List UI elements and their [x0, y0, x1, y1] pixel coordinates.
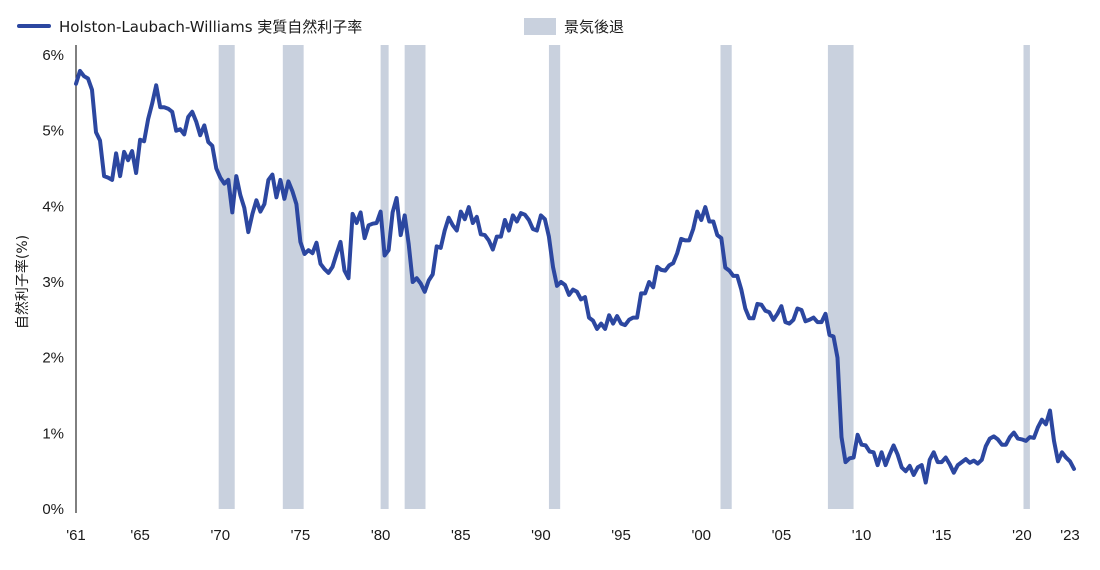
y-tick-label: 4%	[42, 198, 64, 215]
legend-series-swatch	[17, 24, 51, 28]
y-tick-label: 2%	[42, 350, 64, 367]
x-tick-label: '20	[1012, 527, 1032, 544]
y-axis-title: 自然利子率(%)	[14, 235, 31, 329]
x-tick-label: '00	[691, 527, 711, 544]
tick-labels: 0% 1% 2% 3% 4% 5% 6% '61 '65 '70 '75 '80 '85 '90 '95 '0…	[42, 47, 1079, 544]
recession-band	[218, 45, 235, 509]
legend-recession-entry: 景気後退	[524, 14, 624, 38]
legend-series-label: Holston-Laubach-Williams 実質自然利子率	[59, 17, 363, 36]
series-layer	[74, 68, 1076, 485]
x-tick-label: '90	[531, 527, 551, 544]
recession-band	[1023, 45, 1030, 509]
legend-recession-label: 景気後退	[564, 17, 625, 36]
x-tick-label: '95	[611, 527, 631, 544]
series-line	[74, 68, 1076, 485]
x-tick-label: '10	[852, 527, 872, 544]
legend-series-entry: Holston-Laubach-Williams 実質自然利子率	[17, 14, 362, 38]
y-tick-label: 6%	[42, 47, 64, 64]
x-tick-label: '05	[772, 527, 792, 544]
x-tick-label: '65	[130, 527, 150, 544]
x-tick-label: '61	[66, 527, 86, 544]
recession-band	[282, 45, 304, 509]
x-tick-label: '15	[932, 527, 952, 544]
y-tick-label: 3%	[42, 274, 64, 291]
x-tick-label: '85	[451, 527, 471, 544]
x-tick-label: '23	[1060, 527, 1080, 544]
recession-band	[380, 45, 389, 509]
y-tick-label: 5%	[42, 123, 64, 140]
legend-recession-swatch	[524, 17, 556, 35]
x-tick-label: '75	[291, 527, 311, 544]
x-tick-label: '80	[371, 527, 391, 544]
x-tick-label: '70	[211, 527, 231, 544]
y-tick-label: 1%	[42, 425, 64, 442]
recession-bands	[218, 45, 1030, 509]
y-tick-label: 0%	[42, 501, 64, 518]
recession-band	[720, 45, 732, 509]
